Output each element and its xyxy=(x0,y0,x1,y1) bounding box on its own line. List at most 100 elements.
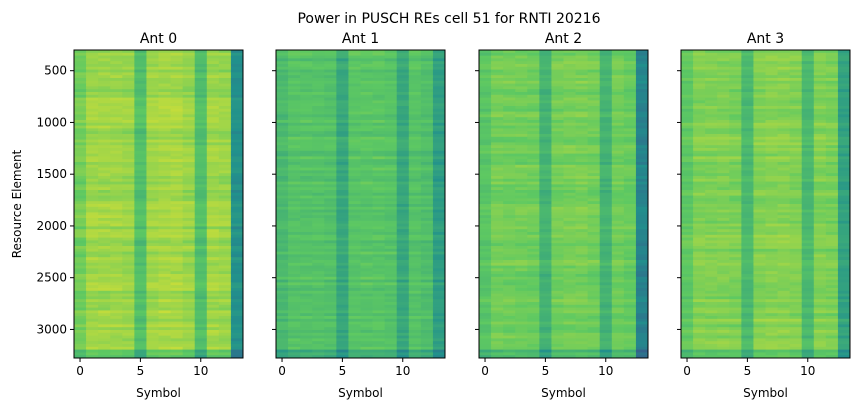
heatmap-cell xyxy=(551,67,563,70)
heatmap-cell xyxy=(564,277,576,280)
heatmap-cell xyxy=(231,168,243,171)
heatmap-cell xyxy=(276,114,288,117)
heatmap-cell xyxy=(539,243,551,246)
heatmap-cell xyxy=(612,86,624,89)
heatmap-cell xyxy=(564,221,576,224)
heatmap-cell xyxy=(336,305,348,308)
heatmap-cell xyxy=(503,308,515,311)
heatmap-cell xyxy=(159,310,171,313)
heatmap-cell xyxy=(98,238,110,241)
heatmap-cell xyxy=(361,128,373,131)
heatmap-cell xyxy=(288,75,300,78)
heatmap-cell xyxy=(195,78,207,81)
heatmap-cell xyxy=(564,100,576,103)
heatmap-cell xyxy=(146,263,158,266)
heatmap-cell xyxy=(312,106,324,109)
heatmap-cell xyxy=(503,98,515,101)
heatmap-cell xyxy=(336,207,348,210)
heatmap-cell xyxy=(551,137,563,140)
heatmap-cell xyxy=(183,268,195,271)
heatmap-cell xyxy=(74,319,86,322)
heatmap-cell xyxy=(624,333,636,336)
heatmap-cell xyxy=(409,168,421,171)
heatmap-cell xyxy=(551,61,563,64)
heatmap-cell xyxy=(110,58,122,61)
heatmap-cell xyxy=(288,322,300,325)
heatmap-cell xyxy=(348,123,360,126)
heatmap-cell xyxy=(86,324,98,327)
heatmap-cell xyxy=(276,322,288,325)
heatmap-cell xyxy=(551,168,563,171)
heatmap-cell xyxy=(207,282,219,285)
heatmap-cell xyxy=(515,193,527,196)
heatmap-cell xyxy=(74,215,86,218)
heatmap-cell xyxy=(385,344,397,347)
heatmap-cell xyxy=(276,112,288,115)
heatmap-cell xyxy=(348,154,360,157)
heatmap-cell xyxy=(600,268,612,271)
heatmap-cell xyxy=(421,64,433,67)
heatmap-cell xyxy=(397,207,409,210)
heatmap-cell xyxy=(624,117,636,120)
heatmap-cell xyxy=(588,70,600,73)
heatmap-cell xyxy=(146,260,158,263)
heatmap-cell xyxy=(324,263,336,266)
heatmap-cell xyxy=(312,142,324,145)
heatmap-cell xyxy=(86,182,98,185)
heatmap-cell xyxy=(766,67,778,70)
heatmap-cell xyxy=(409,240,421,243)
heatmap-cell xyxy=(539,120,551,123)
heatmap-cell xyxy=(564,254,576,257)
heatmap-cell xyxy=(219,109,231,112)
heatmap-cell xyxy=(551,140,563,143)
heatmap-cell xyxy=(564,198,576,201)
heatmap-cell xyxy=(276,291,288,294)
heatmap-cell xyxy=(397,151,409,154)
heatmap-cell xyxy=(122,212,134,215)
heatmap-cell xyxy=(312,81,324,84)
heatmap-cell xyxy=(539,154,551,157)
heatmap-cell xyxy=(361,266,373,269)
heatmap-cell xyxy=(433,187,445,190)
heatmap-cell xyxy=(539,344,551,347)
heatmap-cell xyxy=(231,350,243,353)
heatmap-cell xyxy=(612,131,624,134)
heatmap-cell xyxy=(74,260,86,263)
heatmap-cell xyxy=(183,352,195,355)
heatmap-cell xyxy=(503,114,515,117)
heatmap-cell xyxy=(421,184,433,187)
heatmap-cell xyxy=(397,305,409,308)
heatmap-cell xyxy=(86,201,98,204)
heatmap-cell xyxy=(231,271,243,274)
heatmap-cell xyxy=(636,324,648,327)
heatmap-cell xyxy=(600,70,612,73)
heatmap-cell xyxy=(207,117,219,120)
heatmap-cell xyxy=(600,134,612,137)
heatmap-cell xyxy=(195,246,207,249)
heatmap-cell xyxy=(146,288,158,291)
heatmap-cell xyxy=(624,277,636,280)
heatmap-cell xyxy=(134,232,146,235)
heatmap-cell xyxy=(195,70,207,73)
heatmap-cell xyxy=(110,266,122,269)
x-axis-label: Symbol xyxy=(136,386,181,400)
heatmap-cell xyxy=(397,310,409,313)
heatmap-cell xyxy=(612,299,624,302)
heatmap-cell xyxy=(753,84,765,87)
heatmap-cell xyxy=(433,268,445,271)
heatmap-cell xyxy=(636,254,648,257)
heatmap-cell xyxy=(207,198,219,201)
heatmap-cell xyxy=(86,64,98,67)
heatmap-cell xyxy=(74,322,86,325)
heatmap-cell xyxy=(276,218,288,221)
heatmap-cell xyxy=(336,58,348,61)
heatmap-cell xyxy=(409,179,421,182)
heatmap-cell xyxy=(74,190,86,193)
heatmap-cell xyxy=(122,84,134,87)
heatmap-cell xyxy=(231,338,243,341)
heatmap-cell xyxy=(624,336,636,339)
heatmap-cell xyxy=(231,95,243,98)
heatmap-cell xyxy=(527,327,539,330)
heatmap-cell xyxy=(159,319,171,322)
heatmap-cell xyxy=(576,274,588,277)
